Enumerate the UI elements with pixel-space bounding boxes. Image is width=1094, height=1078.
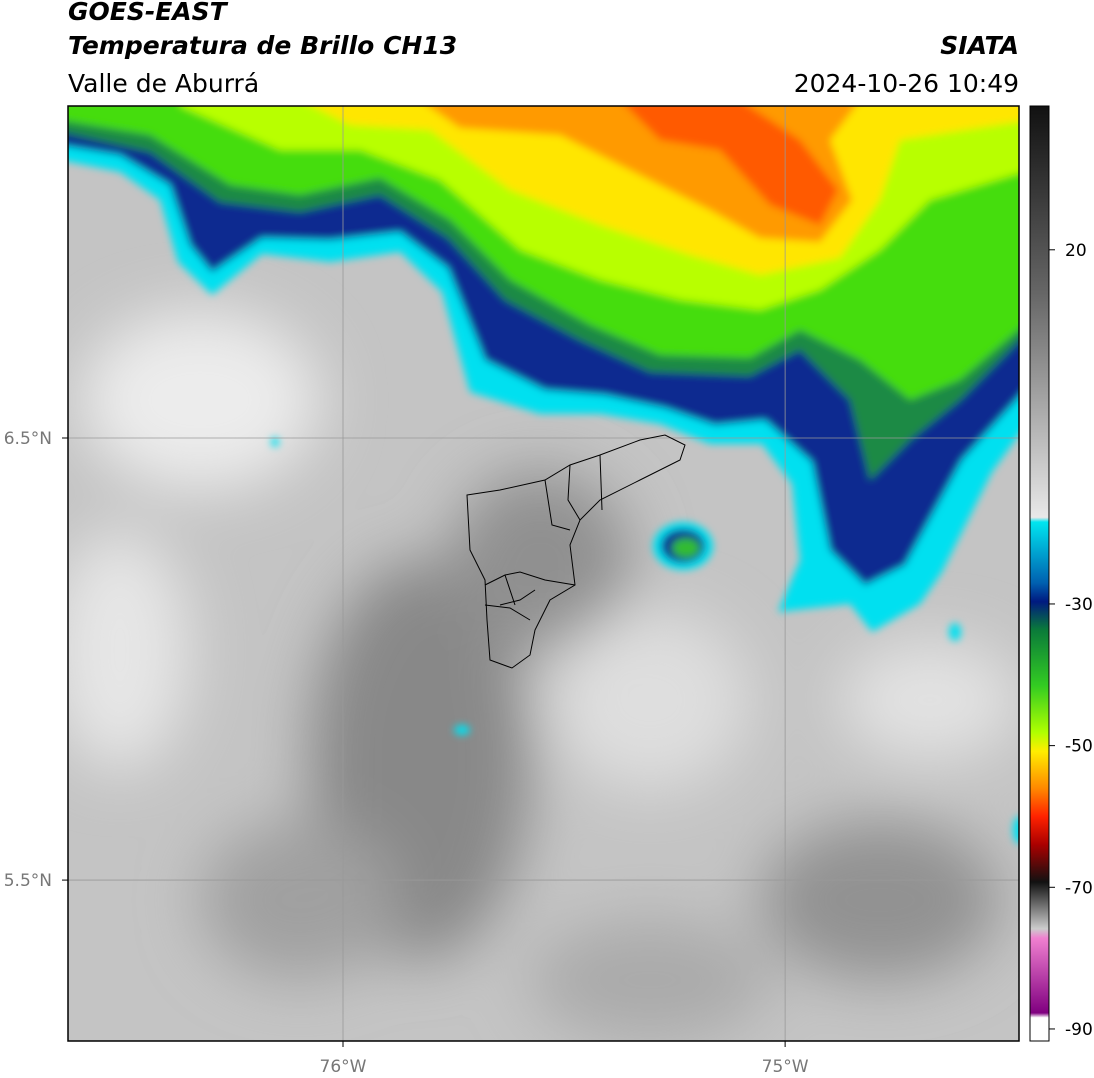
colorbar-tick-label: -70 [1065, 878, 1093, 898]
satellite-image [68, 106, 1019, 1041]
map-frame [67, 105, 1020, 1042]
x-tick-label: 75°W [762, 1057, 809, 1077]
colorbar-tick-label: -50 [1065, 737, 1093, 757]
title: GOES-EAST [68, 0, 229, 26]
y-tick-label: 5.5°N [4, 871, 52, 891]
valle-de-aburra-outline [466, 434, 686, 669]
y-tick-label: 6.5°N [4, 429, 52, 449]
source: SIATA [940, 31, 1019, 60]
colorbar-tick-label: -90 [1065, 1020, 1093, 1040]
subtitle: Temperatura de Brillo CH13 [68, 31, 457, 60]
x-tick-label: 76°W [320, 1057, 367, 1077]
colorbar-tick-label: 20 [1065, 241, 1087, 261]
graticule [68, 106, 1019, 1041]
timestamp: 2024-10-26 10:49 [794, 69, 1019, 98]
colorbar [1029, 105, 1050, 1042]
colorbar-tick-label: -30 [1065, 595, 1093, 615]
region: Valle de Aburrá [68, 69, 259, 98]
